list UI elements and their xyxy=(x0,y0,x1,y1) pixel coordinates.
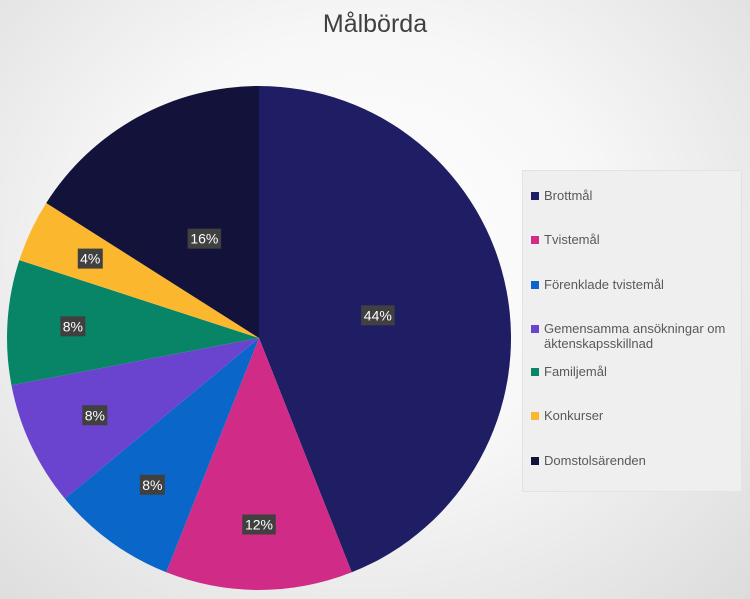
pie-slice-7 xyxy=(46,86,259,338)
legend-item-2: Tvistemål xyxy=(531,232,735,247)
pie-slice-6 xyxy=(19,202,260,338)
legend-item-1: Brottmål xyxy=(531,188,735,203)
legend-swatch xyxy=(531,412,539,420)
legend-label: Konkurser xyxy=(544,408,604,423)
legend-item-6: Konkurser xyxy=(531,408,735,423)
data-label-7: 16% xyxy=(187,228,222,249)
data-label-6: 4% xyxy=(77,248,103,269)
data-label-2: 12% xyxy=(242,514,276,535)
svg-text:8%: 8% xyxy=(142,477,162,493)
legend-label: Domstolsärenden xyxy=(544,453,646,468)
legend-label: Tvistemål xyxy=(544,232,600,247)
svg-text:8%: 8% xyxy=(63,318,83,334)
pie-slice-3 xyxy=(64,338,260,573)
legend-item-3: Förenklade tvistemål xyxy=(531,277,735,292)
legend-swatch xyxy=(531,325,539,333)
chart-title: Målbörda xyxy=(322,10,428,38)
legend-swatch xyxy=(531,236,539,244)
data-label-4: 8% xyxy=(82,405,108,426)
svg-text:16%: 16% xyxy=(190,231,218,247)
legend-swatch xyxy=(531,457,539,465)
data-label-1: 44% xyxy=(361,305,395,326)
pie-slice-4 xyxy=(11,338,260,499)
legend-swatch xyxy=(531,368,539,376)
svg-text:8%: 8% xyxy=(85,407,105,423)
legend-label: Familjemål xyxy=(544,364,607,379)
legend-swatch xyxy=(531,192,539,200)
data-label-5: 8% xyxy=(60,316,86,337)
legend-label: Brottmål xyxy=(544,188,593,203)
legend-label: Förenklade tvistemål xyxy=(544,277,664,292)
pie-slice-5 xyxy=(6,260,260,386)
legend-item-4: Gemensamma ansökningar om äktenskapsskil… xyxy=(531,321,735,351)
legend-item-7: Domstolsärenden xyxy=(531,453,735,468)
svg-text:44%: 44% xyxy=(364,307,392,323)
data-label-3: 8% xyxy=(139,474,165,495)
legend-item-5: Familjemål xyxy=(531,364,735,379)
legend-label: Gemensamma ansökningar om äktenskapsskil… xyxy=(544,321,726,351)
legend: Brottmål Tvistemål Förenklade tvistemål Gem… xyxy=(522,170,742,492)
svg-text:4%: 4% xyxy=(80,251,100,267)
pie-slice-1 xyxy=(259,86,512,573)
pie-slice-2 xyxy=(166,338,352,590)
legend-swatch xyxy=(531,281,539,289)
svg-text:12%: 12% xyxy=(245,516,273,532)
